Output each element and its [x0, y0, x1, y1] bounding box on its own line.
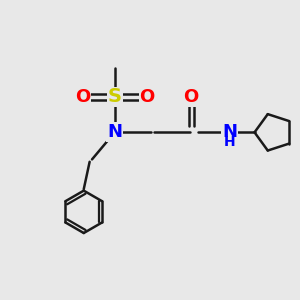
Text: H: H — [224, 135, 235, 149]
Text: S: S — [108, 88, 122, 106]
Text: N: N — [222, 123, 237, 141]
Text: O: O — [75, 88, 90, 106]
Text: O: O — [184, 88, 199, 106]
Text: O: O — [140, 88, 155, 106]
Text: N: N — [107, 123, 122, 141]
